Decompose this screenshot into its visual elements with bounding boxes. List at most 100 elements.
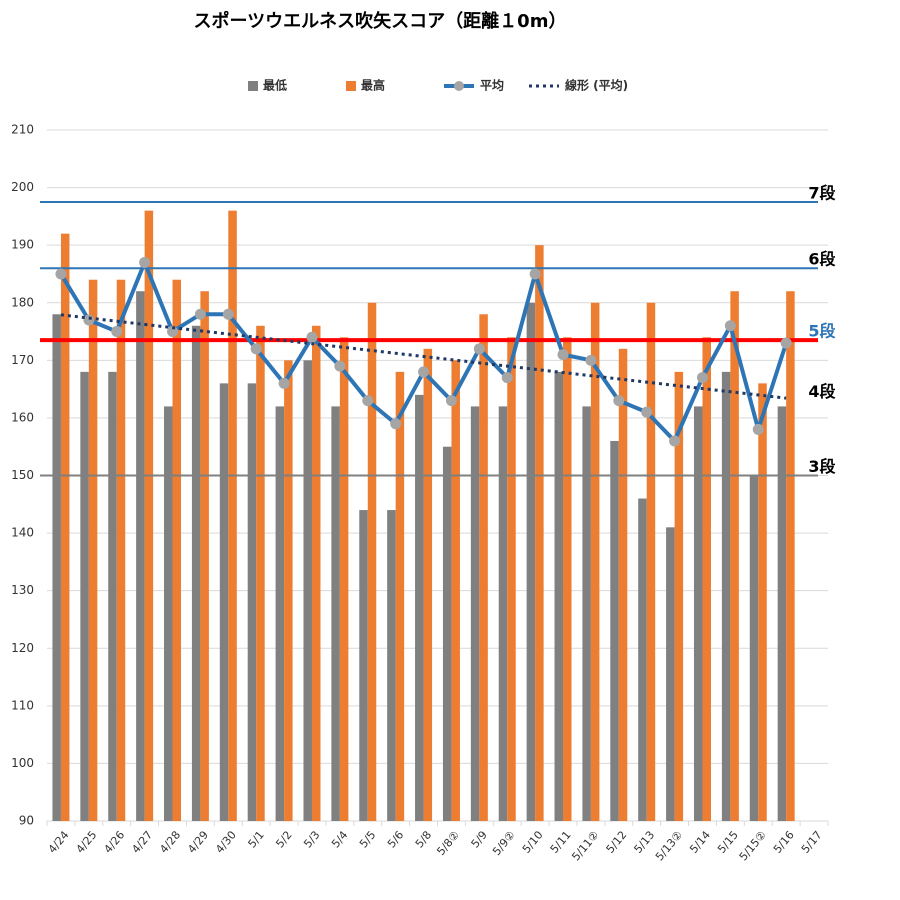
x-tick-label: 5/6 — [385, 828, 406, 850]
bar — [284, 360, 293, 821]
avg-marker — [696, 372, 708, 384]
avg-marker — [445, 395, 457, 407]
bar — [442, 446, 452, 821]
y-tick-label: 160 — [11, 410, 34, 424]
y-tick-label: 90 — [19, 814, 34, 828]
legend-swatch — [248, 81, 258, 91]
avg-marker — [780, 337, 792, 349]
x-tick-label: 5/15② — [737, 828, 769, 863]
bar — [108, 371, 117, 821]
bar — [52, 314, 61, 821]
x-tick-label: 4/30 — [213, 829, 239, 856]
bar — [702, 337, 711, 821]
avg-marker — [222, 308, 234, 320]
legend-label: 線形 (平均) — [565, 78, 628, 93]
bar — [339, 337, 349, 821]
x-tick-label: 5/9 — [469, 828, 490, 850]
trendline — [60, 313, 787, 400]
y-tick-label: 150 — [11, 468, 34, 482]
bar — [777, 406, 787, 821]
avg-marker — [724, 320, 736, 332]
x-tick-label: 5/2 — [273, 829, 294, 851]
avg-marker — [501, 372, 513, 384]
bar — [247, 383, 257, 821]
x-tick-label: 5/17 — [799, 829, 825, 856]
bar — [228, 210, 237, 821]
bar — [674, 371, 684, 821]
bar — [479, 314, 488, 821]
bar — [693, 406, 703, 821]
x-tick-label: 5/8 — [413, 828, 434, 850]
bar — [730, 291, 739, 821]
y-tick-label: 100 — [11, 756, 34, 770]
x-tick-label: 5/1 — [245, 829, 266, 851]
reference-label: 3段 — [808, 457, 836, 476]
legend-label: 最低 — [263, 78, 287, 93]
x-tick-label: 5/8② — [434, 828, 462, 858]
avg-marker — [390, 418, 402, 430]
avg-marker — [55, 268, 67, 280]
bar — [172, 279, 182, 821]
bar — [666, 527, 675, 821]
bar — [758, 383, 767, 821]
x-tick-label: 5/11 — [548, 829, 574, 856]
avg-marker — [278, 377, 290, 389]
y-tick-label: 140 — [11, 526, 34, 540]
bar — [618, 348, 628, 821]
bar — [749, 475, 759, 821]
x-tick-label: 5/4 — [329, 828, 350, 850]
x-tick-label: 5/12 — [604, 829, 630, 856]
bar — [526, 302, 536, 821]
avg-marker — [83, 314, 95, 326]
avg-marker — [473, 343, 485, 355]
bar — [136, 291, 145, 821]
avg-marker — [362, 395, 374, 407]
reference-label: 4段 — [808, 382, 836, 401]
legend-marker — [454, 81, 464, 91]
bar — [590, 302, 600, 821]
bar — [582, 406, 591, 821]
bar — [610, 440, 619, 821]
bar — [638, 498, 647, 821]
y-tick-label: 190 — [11, 238, 34, 252]
bar — [275, 406, 285, 821]
legend-label: 平均 — [480, 78, 504, 93]
chart-title: スポーツウエルネス吹矢スコア（距離１0m） — [194, 10, 567, 32]
y-tick-label: 130 — [11, 583, 34, 597]
bar — [415, 394, 424, 821]
bar — [200, 291, 209, 821]
reference-label: 6段 — [808, 250, 836, 269]
bar — [395, 371, 405, 821]
y-tick-label: 120 — [11, 641, 34, 655]
x-tick-label: 5/15 — [715, 829, 741, 856]
x-tick-label: 5/16 — [771, 829, 797, 856]
x-tick-label: 5/5 — [357, 828, 378, 850]
x-tick-label: 5/13 — [631, 829, 657, 856]
bar — [563, 337, 572, 821]
bar — [470, 406, 480, 821]
x-tick-label: 5/9② — [490, 828, 518, 858]
bar — [507, 337, 516, 821]
avg-marker — [641, 406, 653, 418]
x-tick-label: 4/24 — [46, 829, 72, 856]
y-tick-label: 180 — [11, 295, 34, 309]
avg-marker — [529, 268, 541, 280]
avg-marker — [194, 308, 206, 320]
bar — [646, 302, 656, 821]
bar — [256, 325, 265, 821]
x-tick-label: 4/27 — [129, 829, 155, 856]
avg-marker — [250, 343, 262, 355]
bar — [164, 406, 173, 821]
reference-label: 7段 — [808, 183, 836, 202]
bar — [387, 510, 396, 821]
x-tick-label: 5/3 — [301, 828, 322, 850]
bar — [451, 360, 460, 821]
bar — [191, 325, 201, 821]
bar — [88, 279, 98, 821]
bar — [423, 348, 433, 821]
x-tick-label: 4/29 — [185, 829, 211, 856]
bar — [367, 302, 377, 821]
avg-marker — [167, 326, 179, 338]
bar — [786, 291, 795, 821]
